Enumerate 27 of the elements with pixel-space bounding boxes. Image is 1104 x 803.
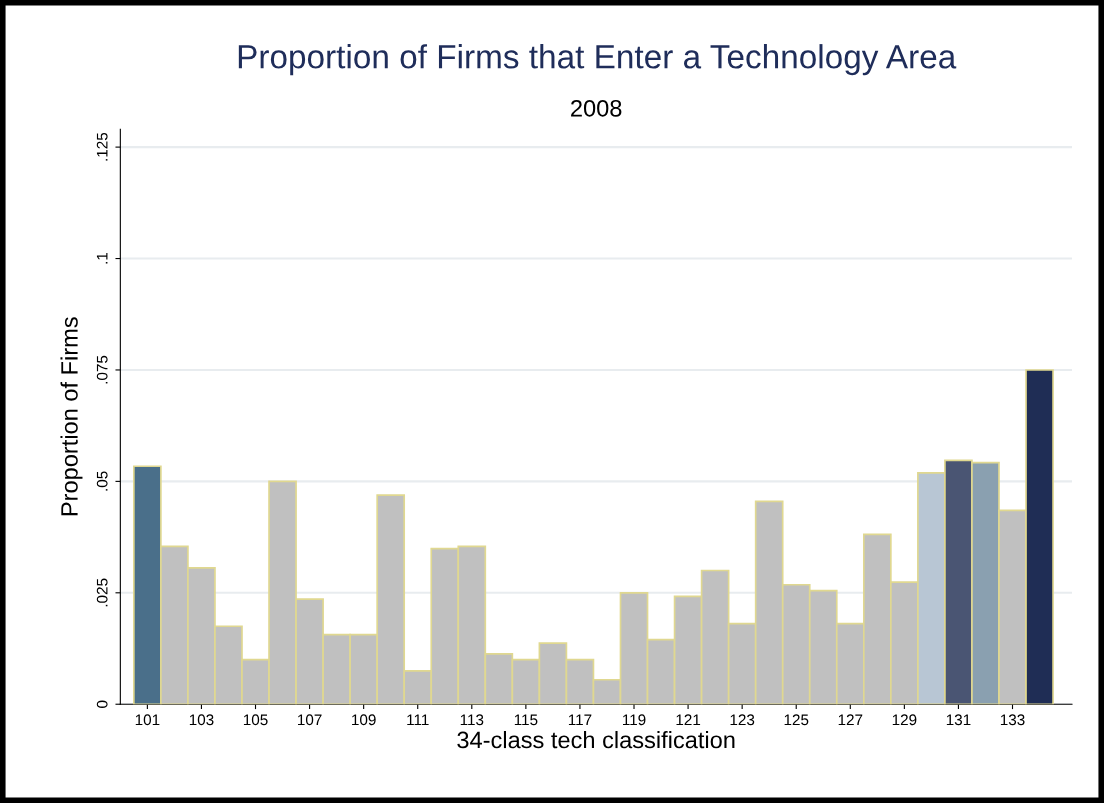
x-tick-label: 101 [135, 714, 160, 726]
y-tick-label: .075 [96, 355, 108, 384]
y-tick-label: .025 [96, 578, 108, 607]
x-tick-label: 119 [622, 714, 646, 726]
x-tick-label: 111 [407, 714, 429, 726]
x-tick-label: 107 [298, 714, 322, 726]
x-tick-label: 109 [352, 714, 376, 726]
y-tick-label: .125 [96, 132, 108, 161]
chart-title: Proportion of Firms that Enter a Technology Area [238, 44, 957, 76]
x-tick-label: 117 [568, 714, 592, 726]
x-tick-label: 121 [676, 714, 701, 726]
x-tick-label: 113 [460, 714, 484, 726]
x-tick-label: 125 [784, 714, 809, 726]
x-tick-label: 123 [730, 714, 755, 726]
y-tick-label: .1 [96, 252, 108, 264]
x-tick-label: 131 [946, 714, 971, 726]
x-tick-label: 127 [838, 714, 863, 726]
y-axis-title: Proportion of Firms [60, 317, 83, 516]
x-tick-label: 103 [189, 714, 214, 726]
y-tick-label: 0 [96, 700, 108, 708]
x-tick-label: 105 [243, 714, 268, 726]
x-tick-label: 129 [892, 714, 917, 726]
x-tick-label: 133 [1000, 714, 1025, 726]
x-tick-label: 115 [514, 714, 538, 726]
chart-subtitle: 2008 [571, 99, 622, 117]
y-tick-label: .05 [96, 471, 108, 491]
x-axis-title: 34-class tech classification [457, 730, 735, 749]
